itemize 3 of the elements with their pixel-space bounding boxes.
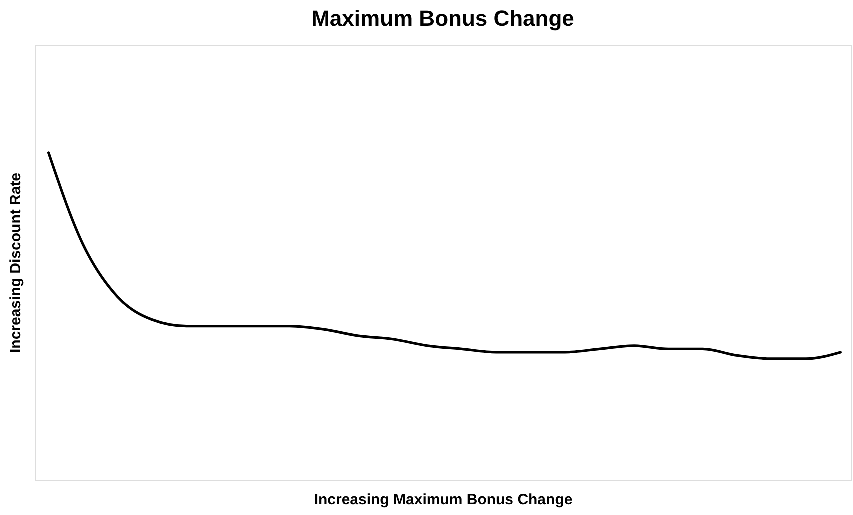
chart-title: Maximum Bonus Change: [312, 6, 574, 31]
x-axis-title: Increasing Maximum Bonus Change: [314, 492, 573, 508]
y-axis-title: Increasing Discount Rate: [8, 172, 24, 354]
